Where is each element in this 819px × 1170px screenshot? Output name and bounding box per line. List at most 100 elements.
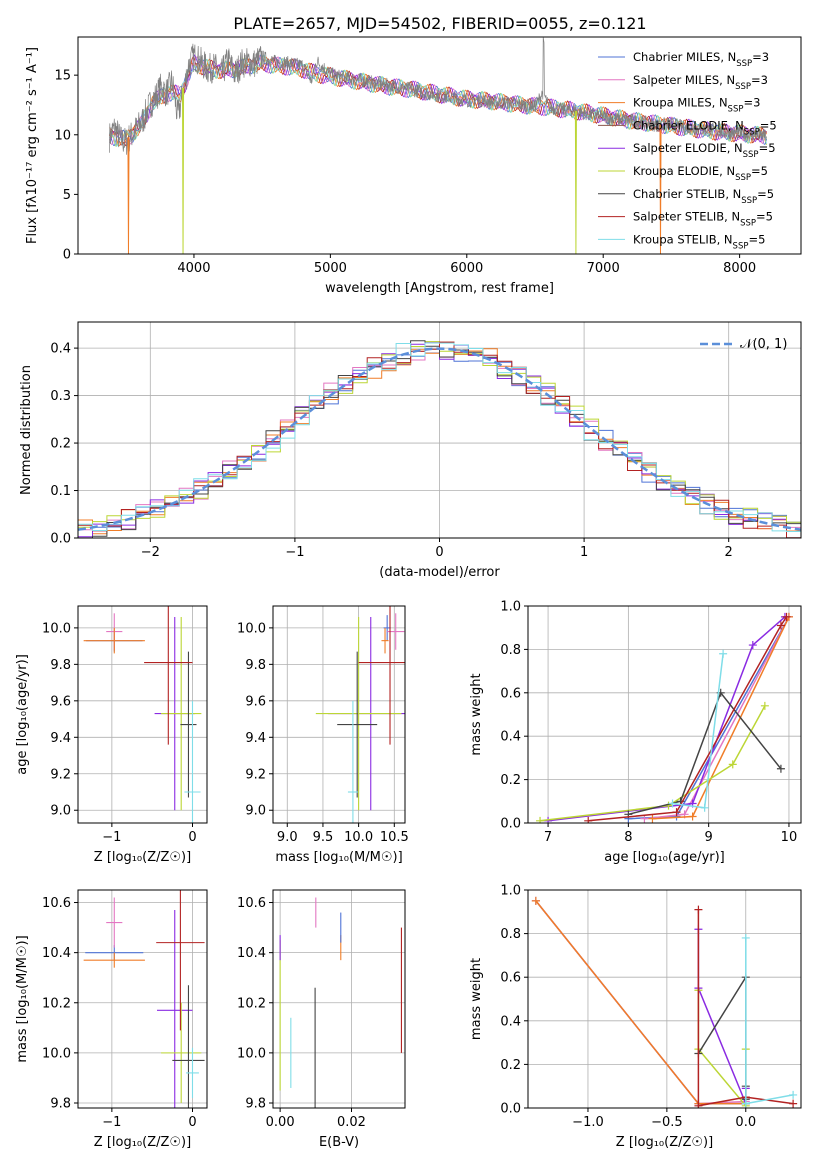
y-tick-label: 10 bbox=[54, 128, 71, 143]
legend-label-rest: =5 bbox=[756, 210, 773, 224]
y-axis-label: age [log₁₀(age/yr)] bbox=[15, 654, 30, 775]
data-point-marker bbox=[782, 612, 791, 621]
legend-label-rest: =5 bbox=[748, 232, 765, 246]
model-spectrum-line bbox=[109, 56, 767, 147]
y-tick-label: 9.2 bbox=[245, 767, 266, 782]
axes-frame bbox=[527, 605, 802, 824]
y-tick-label: 10.4 bbox=[237, 946, 266, 961]
mass-weight-line bbox=[697, 909, 794, 1107]
legend-label: Kroupa STELIB, NSSP=5 bbox=[633, 232, 765, 251]
data-point-marker bbox=[694, 905, 703, 914]
legend-subscript: SSP bbox=[743, 150, 759, 160]
axes: −1 0 9.0 9.2 9.4 9.6 9.8 10.0 Z [log₁₀(Z/Z☉)] age… bbox=[15, 605, 208, 865]
x-tick-label: −1 bbox=[285, 545, 304, 560]
legend-subscript: SSP bbox=[741, 196, 757, 206]
axes: −1 0 9.8 10.0 10.2 10.4 10.6 Z [log₁₀(Z/Z☉)] mas… bbox=[15, 889, 208, 1150]
plot-area bbox=[83, 606, 202, 823]
x-tick-label: 1 bbox=[580, 545, 588, 560]
gaussian-curve bbox=[78, 347, 801, 531]
y-tick-label: 0.0 bbox=[500, 817, 521, 832]
x-tick-label: 0 bbox=[188, 1115, 196, 1130]
legend-label-rest: =3 bbox=[743, 96, 760, 110]
data-point-marker bbox=[672, 808, 681, 817]
x-tick-label: −1 bbox=[102, 1115, 121, 1130]
observed-spectrum-line bbox=[109, 37, 767, 155]
y-tick-label: 9.6 bbox=[50, 694, 71, 709]
grid-lines bbox=[528, 889, 801, 1109]
y-axis-label: Flux [fλ10⁻¹⁷ erg cm⁻² s⁻¹ A⁻¹] bbox=[25, 47, 40, 244]
x-tick-label: 0 bbox=[435, 545, 443, 560]
y-tick-label: 9.8 bbox=[245, 1096, 266, 1111]
x-tick-label: 0.00 bbox=[266, 1115, 295, 1130]
y-tick-label: 10.2 bbox=[237, 996, 266, 1011]
y-axis-label: mass [log₁₀(M/M☉)] bbox=[15, 935, 30, 1062]
data-point-marker bbox=[719, 649, 728, 658]
metallicity-mass-weight-panel: −1.0 −0.5 0.0 0.0 0.2 0.4 0.6 0.8 1.0 Z [log₁₀(Z/… bbox=[469, 884, 802, 1150]
data-point-marker bbox=[688, 812, 697, 821]
legend-subscript: SSP bbox=[735, 82, 751, 92]
mass-weight-line bbox=[697, 990, 747, 1108]
axes: 4000 5000 6000 7000 8000 0 5 10 15 wavelength [An… bbox=[25, 36, 802, 296]
metallicity-mass-panel: −1 0 9.8 10.0 10.2 10.4 10.6 Z [log₁₀(Z/Z☉)] mas… bbox=[15, 889, 208, 1150]
x-axis-label: age [log₁₀(age/yr)] bbox=[604, 850, 725, 865]
x-tick-label: 6000 bbox=[450, 261, 483, 276]
axes: 7 8 9 10 0.0 0.2 0.4 0.6 0.8 1.0 age [log₁₀(age/yr… bbox=[469, 600, 802, 865]
residual-histogram-panel: −2 −1 0 1 2 0.0 0.1 0.2 0.3 0.4 (data-model)/error… bbox=[19, 321, 802, 580]
y-tick-label: 9.6 bbox=[245, 694, 266, 709]
plot-area bbox=[315, 606, 405, 823]
x-tick-label: −0.5 bbox=[651, 1115, 683, 1130]
spectrum-dip-line bbox=[127, 137, 130, 254]
legend-label: Salpeter ELODIE, NSSP=5 bbox=[633, 141, 776, 160]
plot-area bbox=[109, 37, 767, 254]
mass-weight-line bbox=[535, 900, 746, 1105]
data-point-marker bbox=[728, 760, 737, 769]
legend-label-rest: =5 bbox=[751, 164, 768, 178]
y-axis-label: Normed distribution bbox=[19, 365, 34, 495]
x-tick-label: 4000 bbox=[177, 261, 210, 276]
ebv-mass-panel: 0.00 0.02 9.8 10.0 10.2 10.4 10.6 E(B-V) bbox=[237, 889, 406, 1150]
x-tick-label: 10.5 bbox=[380, 830, 409, 845]
residual-histogram-step bbox=[78, 341, 801, 538]
legend-subscript: SSP bbox=[740, 219, 756, 229]
grid-lines bbox=[78, 890, 207, 1108]
data-point-marker bbox=[694, 1101, 703, 1108]
y-tick-label: 10.4 bbox=[42, 946, 71, 961]
legend: Chabrier MILES, NSSP=3 Salpeter MILES, NS… bbox=[598, 50, 777, 251]
y-tick-label: 0.4 bbox=[500, 730, 521, 745]
data-point-marker bbox=[789, 1090, 798, 1099]
axes: 0.00 0.02 9.8 10.0 10.2 10.4 10.6 E(B-V) bbox=[237, 889, 406, 1150]
y-tick-label: 0.8 bbox=[500, 643, 521, 658]
y-tick-label: 0.4 bbox=[50, 342, 71, 357]
y-tick-label: 9.4 bbox=[50, 731, 71, 746]
x-tick-label: 0 bbox=[188, 830, 196, 845]
x-tick-label: 9 bbox=[705, 830, 713, 845]
spectrum-panel: 4000 5000 6000 7000 8000 0 5 10 15 wavelength [An… bbox=[25, 36, 802, 296]
data-point-marker bbox=[668, 799, 677, 808]
y-tick-label: 0.0 bbox=[50, 532, 71, 547]
x-tick-label: 8 bbox=[624, 830, 632, 845]
legend-label: Kroupa ELODIE, NSSP=5 bbox=[633, 164, 768, 183]
x-tick-label: 9.5 bbox=[313, 830, 334, 845]
y-tick-label: 0.4 bbox=[500, 1014, 521, 1029]
axes: −1.0 −0.5 0.0 0.0 0.2 0.4 0.6 0.8 1.0 Z [log₁₀(Z/… bbox=[469, 884, 802, 1150]
mass-weight-line bbox=[644, 616, 790, 820]
y-tick-label: 10.0 bbox=[42, 1046, 71, 1061]
y-tick-label: 0.0 bbox=[500, 1102, 521, 1117]
legend-subscript: SSP bbox=[736, 59, 752, 69]
y-tick-label: 0.6 bbox=[500, 686, 521, 701]
residual-histogram-step bbox=[78, 342, 801, 532]
x-tick-label: 8000 bbox=[723, 261, 756, 276]
y-tick-label: 10.0 bbox=[237, 621, 266, 636]
data-point-marker bbox=[531, 896, 540, 905]
axes: −2 −1 0 1 2 0.0 0.1 0.2 0.3 0.4 (data-model)/error… bbox=[19, 321, 802, 580]
mass-weight-line bbox=[697, 974, 747, 1100]
y-tick-label: 10.2 bbox=[42, 996, 71, 1011]
legend-label-rest: =5 bbox=[757, 187, 774, 201]
data-point-marker bbox=[760, 701, 769, 710]
y-tick-label: 10.0 bbox=[42, 621, 71, 636]
y-tick-label: 10.0 bbox=[237, 1046, 266, 1061]
x-tick-label: 2 bbox=[725, 545, 733, 560]
x-axis-label: Z [log₁₀(Z/Z☉)] bbox=[94, 850, 191, 865]
legend-label: Salpeter MILES, NSSP=3 bbox=[633, 73, 768, 92]
plot-area bbox=[83, 890, 205, 1108]
